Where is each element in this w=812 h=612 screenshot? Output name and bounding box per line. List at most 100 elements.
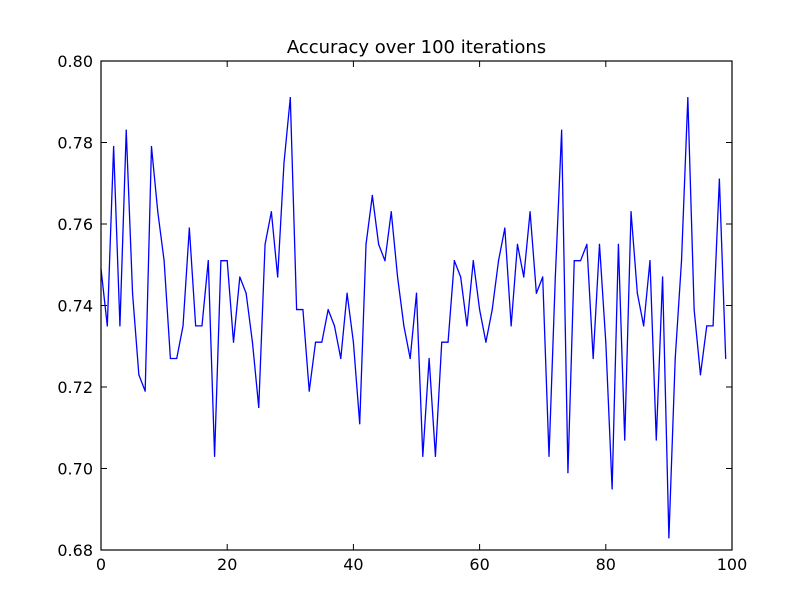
data-point: [226, 260, 228, 262]
data-point: [535, 292, 537, 294]
data-point: [201, 325, 203, 327]
data-point: [466, 325, 468, 327]
data-point: [396, 276, 399, 278]
data-point: [497, 260, 500, 262]
data-point: [182, 325, 184, 327]
data-point: [693, 308, 695, 311]
data-point: [150, 145, 153, 148]
data-point: [636, 292, 638, 294]
data-point: [523, 276, 525, 278]
data-point: [554, 276, 556, 278]
data-point: [314, 341, 317, 343]
data-point: [264, 243, 266, 245]
data-point: [327, 308, 329, 311]
data-point: [365, 243, 367, 245]
data-point: [296, 308, 298, 311]
data-point: [106, 325, 108, 327]
data-point: [371, 194, 373, 197]
data-point: [605, 341, 607, 343]
data-point: [661, 276, 664, 278]
accuracy-series-line: [100, 97, 727, 539]
y-tick-label: 0.72: [57, 378, 93, 397]
data-point: [447, 341, 449, 343]
data-point: [699, 374, 702, 376]
data-point: [232, 341, 235, 343]
data-point: [680, 260, 683, 262]
data-point: [384, 260, 386, 262]
data-point: [125, 129, 127, 131]
data-point: [548, 455, 550, 457]
data-point: [655, 439, 657, 441]
data-point: [245, 292, 247, 294]
data-point: [283, 162, 285, 164]
y-tick-label: 0.78: [57, 134, 93, 153]
data-point: [510, 325, 512, 327]
data-point: [352, 341, 354, 343]
data-point: [157, 211, 159, 213]
data-point: [579, 260, 582, 262]
data-point: [131, 292, 134, 294]
x-tick-label: 20: [217, 555, 237, 574]
data-point: [195, 325, 197, 327]
data-point: [598, 243, 601, 245]
data-point: [289, 97, 291, 99]
x-tick-label: 80: [596, 555, 616, 574]
data-point: [359, 423, 361, 425]
data-point: [251, 341, 254, 343]
data-point: [188, 227, 190, 229]
data-point: [415, 292, 418, 294]
data-point: [378, 243, 380, 245]
data-point: [687, 97, 689, 99]
data-point: [491, 308, 493, 311]
data-point: [277, 276, 279, 278]
data-point: [542, 276, 544, 278]
data-point: [485, 341, 487, 343]
data-point: [479, 308, 481, 311]
data-point: [674, 357, 676, 360]
data-point: [220, 260, 222, 262]
data-point: [706, 325, 708, 327]
data-point: [403, 325, 405, 327]
data-point: [573, 260, 575, 262]
y-tick-label: 0.68: [57, 541, 93, 560]
data-point: [668, 537, 670, 539]
data-point: [144, 390, 146, 392]
y-tick-label: 0.76: [57, 215, 93, 234]
data-point: [712, 325, 714, 327]
x-tick-label: 40: [343, 555, 363, 574]
data-point-group: [100, 97, 727, 539]
data-point: [258, 406, 260, 408]
data-point: [207, 260, 209, 262]
data-point: [333, 325, 336, 327]
data-point: [346, 292, 348, 294]
data-point: [169, 357, 172, 360]
data-point: [592, 357, 594, 360]
data-point: [649, 260, 651, 262]
plot-frame: [100, 60, 733, 551]
data-point: [504, 227, 506, 229]
data-point: [409, 357, 411, 360]
y-tick-label: 0.70: [57, 460, 93, 479]
x-tick-label: 60: [469, 555, 489, 574]
data-point: [617, 243, 620, 245]
data-point: [441, 341, 443, 343]
data-point: [428, 357, 430, 360]
data-point: [725, 357, 727, 360]
data-point: [718, 178, 720, 180]
x-tick-label: 100: [717, 555, 748, 574]
data-point: [176, 357, 178, 360]
data-point: [561, 129, 563, 131]
data-point: [624, 439, 626, 441]
data-point: [138, 374, 140, 376]
data-point: [567, 471, 569, 474]
data-point: [321, 341, 323, 343]
data-point: [529, 211, 531, 213]
data-point: [390, 211, 392, 213]
data-point: [586, 243, 588, 245]
data-point: [611, 488, 613, 490]
y-tick-label: 0.74: [57, 297, 93, 316]
data-point: [308, 390, 310, 392]
data-point: [422, 455, 424, 457]
tick-group: 0 20 40 60 80 100 0.68 0.70 0.72 0.74 0.76 0.78 0.80: [57, 52, 747, 574]
